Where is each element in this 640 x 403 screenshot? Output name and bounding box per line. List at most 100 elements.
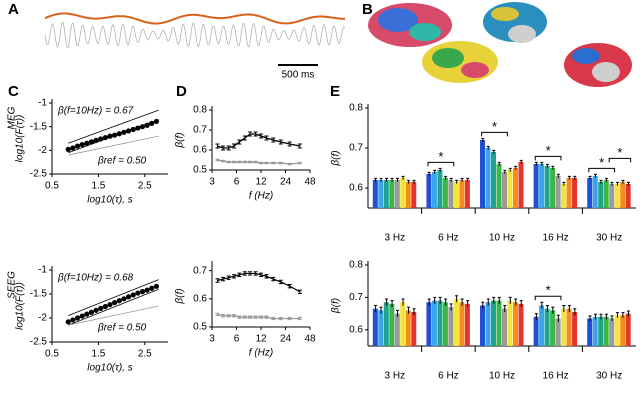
error-bar (278, 139, 283, 145)
bar (625, 184, 631, 208)
bar (572, 178, 578, 208)
error-bar (248, 160, 253, 164)
y-tick-label: 0.6 (193, 293, 207, 304)
reference-line (68, 279, 159, 316)
x-tick-label: 12 (255, 177, 267, 188)
error-bar (503, 169, 507, 174)
reference-line (68, 305, 159, 326)
error-bar (264, 315, 269, 319)
bar (464, 303, 470, 346)
bar (389, 180, 395, 208)
error-bar (396, 177, 400, 182)
row-label: MEG (7, 106, 18, 129)
bar (555, 318, 561, 346)
error-bar (562, 305, 566, 312)
error-bar (271, 137, 276, 143)
error-bar (551, 306, 555, 314)
x-tick-label: 3 Hz (385, 371, 406, 382)
y-axis-label: β(f) (331, 150, 342, 166)
error-bar (259, 161, 263, 165)
error-bar (534, 313, 538, 321)
bar (442, 178, 448, 208)
bar (378, 310, 384, 346)
error-bar (412, 179, 416, 184)
bar (502, 172, 507, 208)
bar (400, 178, 406, 208)
error-bar (615, 181, 619, 186)
error-bar (253, 160, 258, 164)
brain-region (409, 23, 441, 41)
bar (550, 310, 556, 346)
bar (394, 180, 400, 208)
bar (491, 300, 497, 346)
bar (614, 315, 620, 346)
significance-bracket (588, 167, 616, 173)
bar (609, 184, 615, 208)
error-bar (379, 177, 383, 182)
x-tick-label: 0.5 (45, 349, 59, 360)
error-bar (221, 159, 226, 163)
brain-region (491, 7, 519, 21)
error-bar (232, 314, 237, 318)
error-bar (248, 315, 253, 319)
error-bar (253, 271, 258, 276)
bar (620, 182, 626, 208)
error-bar (297, 161, 302, 165)
bar (480, 140, 486, 208)
signal-panel (44, 12, 346, 49)
error-bar (259, 315, 263, 319)
bar (566, 178, 572, 208)
error-bar (486, 145, 490, 150)
bar (598, 316, 604, 346)
bar (459, 180, 465, 208)
error-bar (508, 296, 512, 304)
significance-label: * (438, 149, 443, 164)
point (153, 118, 159, 125)
point (139, 289, 146, 295)
error-bar (455, 295, 459, 303)
bar (620, 315, 626, 346)
error-bar (259, 133, 263, 139)
error-bar (237, 315, 242, 319)
error-bar (621, 179, 625, 184)
line (217, 313, 300, 320)
bar (539, 164, 545, 208)
error-bar (508, 167, 512, 172)
error-bar (626, 181, 630, 186)
bar (464, 180, 470, 208)
error-bar (466, 300, 470, 308)
significance-bracket (427, 161, 455, 167)
annotation: β(f=10Hz) = 0.68 (57, 273, 134, 284)
x-axis-label: log10(τ), s (87, 363, 132, 374)
bar (389, 303, 395, 346)
error-bar (573, 175, 577, 180)
point (107, 301, 113, 308)
error-bar (226, 145, 231, 151)
panel-label: B (362, 1, 373, 18)
point (121, 296, 127, 302)
error-bar (540, 161, 544, 166)
bar (561, 184, 567, 208)
error-bar (221, 314, 226, 318)
bar (426, 302, 432, 346)
error-bar (503, 305, 507, 312)
error-bar (226, 314, 231, 318)
error-bar (599, 179, 603, 184)
error-bar (215, 143, 220, 149)
reference-line (68, 135, 159, 156)
bar (555, 176, 561, 208)
error-bar (455, 179, 459, 184)
error-bar (599, 313, 603, 320)
error-bar (519, 159, 523, 164)
significance-bracket (534, 295, 562, 301)
x-tick-label: 0.5 (45, 181, 59, 192)
x-tick-label: 6 (234, 177, 240, 188)
annotation: βref = 0.50 (97, 323, 147, 334)
point (102, 303, 108, 310)
bar (587, 178, 593, 208)
y-tick-label: -1 (38, 265, 47, 276)
y-tick-label: -2 (38, 313, 47, 324)
error-bar (449, 177, 453, 182)
error-bar (374, 177, 378, 182)
error-bar (556, 173, 560, 178)
